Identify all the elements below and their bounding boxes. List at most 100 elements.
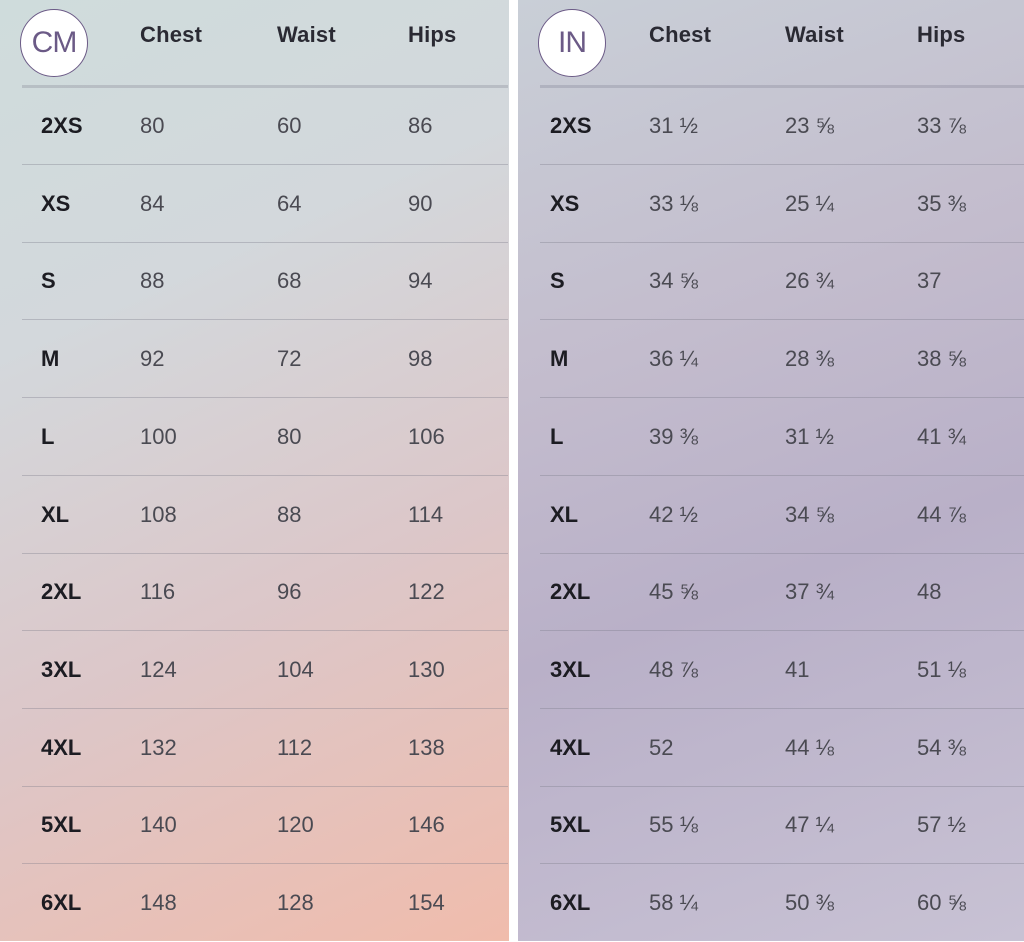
measurement-chest: 42 ½ bbox=[649, 501, 698, 527]
measurement-chest: 124 bbox=[140, 656, 177, 682]
size-label: XS bbox=[550, 190, 580, 216]
row-divider bbox=[540, 164, 1024, 165]
measurement-waist: 37 ¾ bbox=[785, 579, 834, 605]
measurement-waist: 34 ⅝ bbox=[785, 501, 834, 527]
size-label: M bbox=[550, 346, 569, 372]
size-label: XL bbox=[550, 501, 579, 527]
measurement-chest: 148 bbox=[140, 890, 177, 915]
table-row: S 88 68 94 bbox=[0, 242, 509, 321]
table-row: L 100 80 106 bbox=[0, 398, 509, 476]
measurement-chest: 31 ½ bbox=[649, 113, 698, 138]
measurement-hips: 33 ⅞ bbox=[917, 113, 966, 138]
size-label: 4XL bbox=[550, 734, 591, 760]
measurement-hips: 54 ⅜ bbox=[917, 734, 966, 760]
measurement-hips: 60 ⅝ bbox=[917, 890, 966, 915]
unit-badge: CM bbox=[20, 9, 88, 77]
row-divider bbox=[540, 474, 1024, 476]
unit-badge: IN bbox=[538, 9, 606, 77]
table-row: L 39 ⅜ 31 ½ 41 ¾ bbox=[518, 398, 1024, 476]
measurement-waist: 26 ¾ bbox=[785, 268, 834, 294]
row-divider bbox=[22, 785, 508, 787]
row-divider bbox=[540, 397, 1024, 399]
table-row: 3XL 48 ⅞ 41 51 ⅛ bbox=[518, 631, 1024, 709]
table-row: 2XL 116 96 122 bbox=[0, 553, 509, 632]
table-row: XS 84 64 90 bbox=[0, 165, 509, 243]
measurement-chest: 34 ⅝ bbox=[649, 268, 698, 294]
measurement-chest: 140 bbox=[140, 812, 177, 838]
table-row: 2XL 45 ⅝ 37 ¾ 48 bbox=[518, 553, 1024, 632]
measurement-chest: 80 bbox=[140, 113, 165, 138]
measurement-chest: 116 bbox=[140, 579, 176, 605]
header-divider bbox=[22, 85, 508, 88]
size-label: XL bbox=[41, 501, 70, 527]
measurement-hips: 48 bbox=[917, 579, 942, 605]
measurement-chest: 100 bbox=[140, 423, 177, 449]
measurement-waist: 104 bbox=[277, 656, 314, 682]
measurement-chest: 58 ¼ bbox=[649, 890, 698, 915]
measurement-hips: 41 ¾ bbox=[917, 423, 966, 449]
table-row: 4XL 52 44 ⅛ 54 ⅜ bbox=[518, 709, 1024, 787]
measurement-waist: 50 ⅜ bbox=[785, 890, 834, 915]
size-label: 5XL bbox=[41, 812, 82, 838]
table-row: M 92 72 98 bbox=[0, 320, 509, 399]
size-label: XS bbox=[41, 190, 71, 216]
measurement-waist: 28 ⅜ bbox=[785, 346, 834, 372]
table-row: 4XL 132 112 138 bbox=[0, 709, 509, 787]
table-row: 2XS 31 ½ 23 ⅝ 33 ⅞ bbox=[518, 87, 1024, 165]
table-row: 5XL 140 120 146 bbox=[0, 786, 509, 865]
size-label: S bbox=[41, 268, 56, 294]
measurement-hips: 38 ⅝ bbox=[917, 346, 966, 372]
row-divider bbox=[22, 397, 508, 399]
measurement-chest: 52 bbox=[649, 734, 674, 760]
size-table-in: IN Chest Waist Hips 2XS 31 ½ 23 ⅝ 33 ⅞ XS 33 ⅛ 25 … bbox=[518, 0, 1024, 941]
measurement-hips: 98 bbox=[408, 346, 433, 372]
measurement-waist: 96 bbox=[277, 579, 302, 605]
measurement-chest: 33 ⅛ bbox=[649, 190, 698, 216]
table-row: M 36 ¼ 28 ⅜ 38 ⅝ bbox=[518, 320, 1024, 399]
table-row: XL 42 ½ 34 ⅝ 44 ⅞ bbox=[518, 476, 1024, 554]
measurement-waist: 128 bbox=[277, 890, 314, 915]
table-row: 3XL 124 104 130 bbox=[0, 631, 509, 709]
table-row: XS 33 ⅛ 25 ¼ 35 ⅜ bbox=[518, 165, 1024, 243]
row-divider bbox=[540, 707, 1024, 709]
size-label: 2XS bbox=[550, 113, 592, 138]
measurement-waist: 88 bbox=[277, 501, 302, 527]
column-header-hips: Hips bbox=[408, 22, 457, 47]
measurement-hips: 90 bbox=[408, 190, 433, 216]
size-label: S bbox=[550, 268, 565, 294]
measurement-waist: 68 bbox=[277, 268, 302, 294]
measurement-hips: 94 bbox=[408, 268, 433, 294]
size-label: 6XL bbox=[41, 890, 82, 915]
size-label: 2XS bbox=[41, 113, 83, 138]
measurement-waist: 47 ¼ bbox=[785, 812, 834, 838]
column-header-chest: Chest bbox=[140, 22, 203, 47]
size-label: 2XL bbox=[550, 579, 591, 605]
measurement-waist: 64 bbox=[277, 190, 302, 216]
size-label: 3XL bbox=[550, 656, 591, 682]
measurement-waist: 23 ⅝ bbox=[785, 113, 834, 138]
size-label: 2XL bbox=[41, 579, 82, 605]
measurement-chest: 132 bbox=[140, 734, 177, 760]
size-label: L bbox=[550, 423, 564, 449]
column-header-waist: Waist bbox=[277, 22, 336, 47]
measurement-waist: 44 ⅛ bbox=[785, 734, 834, 760]
table-row: XL 108 88 114 bbox=[0, 476, 509, 554]
measurement-chest: 36 ¼ bbox=[649, 346, 698, 372]
measurement-chest: 39 ⅜ bbox=[649, 423, 698, 449]
row-divider bbox=[22, 630, 508, 632]
measurement-waist: 25 ¼ bbox=[785, 190, 834, 216]
measurement-waist: 120 bbox=[277, 812, 314, 838]
size-label: M bbox=[41, 346, 60, 372]
row-divider bbox=[22, 863, 508, 865]
measurement-hips: 130 bbox=[408, 656, 445, 682]
measurement-hips: 51 ⅛ bbox=[917, 656, 966, 682]
measurement-chest: 55 ⅛ bbox=[649, 812, 698, 838]
row-divider bbox=[22, 474, 508, 476]
row-divider bbox=[540, 630, 1024, 632]
measurement-hips: 138 bbox=[408, 734, 445, 760]
row-divider bbox=[540, 552, 1024, 554]
table-row: 5XL 55 ⅛ 47 ¼ 57 ½ bbox=[518, 786, 1024, 865]
table-row: 6XL 58 ¼ 50 ⅜ 60 ⅝ bbox=[518, 864, 1024, 942]
header-divider bbox=[540, 85, 1024, 88]
measurement-hips: 146 bbox=[408, 812, 445, 838]
